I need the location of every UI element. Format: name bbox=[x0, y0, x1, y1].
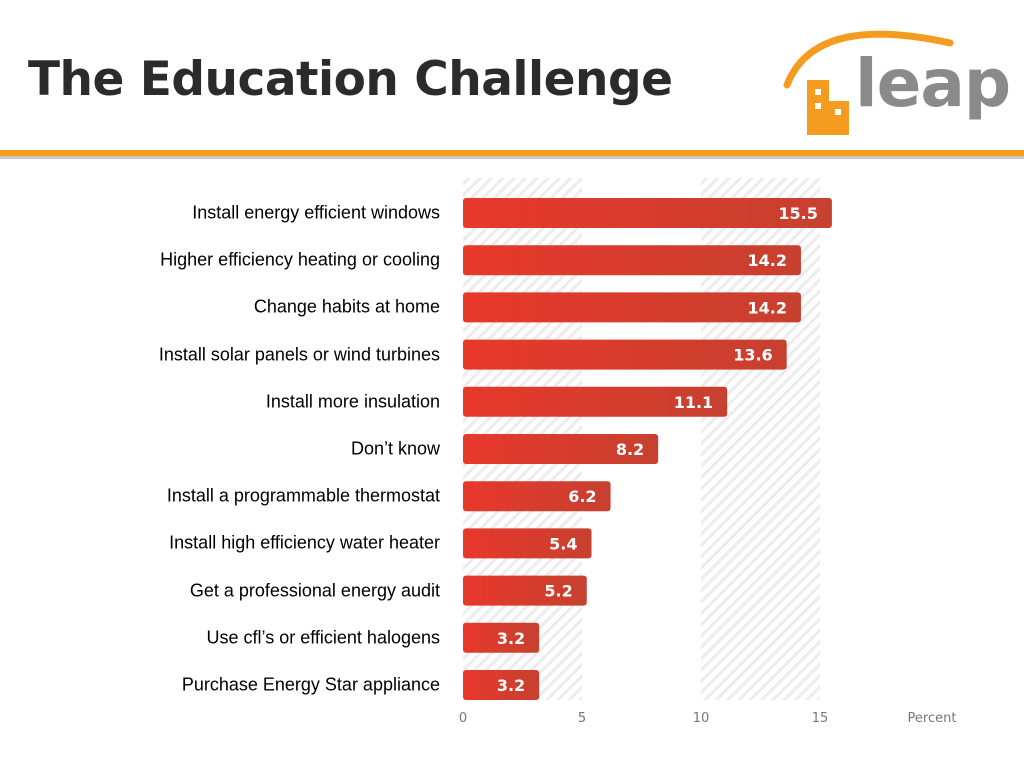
bars: 15.5 14.2 14.2 13.6 11.1 8.2 6.2 5.4 5.2 3.2 3.2 bbox=[463, 198, 832, 700]
category-label: Install solar panels or wind turbines bbox=[158, 344, 440, 365]
bar-10 bbox=[463, 622, 540, 653]
category-label: Don’t know bbox=[350, 438, 440, 459]
bar-value-label: 11.1 bbox=[674, 393, 713, 412]
header-divider-shadow bbox=[0, 156, 1024, 159]
category-label: Change habits at home bbox=[253, 296, 440, 317]
bar-value-label: 5.4 bbox=[549, 534, 577, 553]
bar-value-label: 5.2 bbox=[544, 582, 572, 601]
x-tick-label: 0 bbox=[459, 711, 467, 726]
x-tick-label: 5 bbox=[578, 711, 586, 726]
bar-value-label: 15.5 bbox=[778, 204, 817, 223]
bar-3 bbox=[463, 292, 801, 323]
category-label: Get a professional energy audit bbox=[189, 580, 440, 601]
bar-6 bbox=[463, 434, 659, 464]
category-label: Install energy efficient windows bbox=[192, 202, 440, 223]
x-tick-label: 10 bbox=[693, 711, 710, 726]
bar-7 bbox=[463, 481, 611, 512]
x-axis: 0 5 10 15 Percent bbox=[459, 711, 957, 726]
bar-value-label: 6.2 bbox=[568, 487, 596, 506]
header-divider bbox=[0, 150, 1024, 156]
bar-11 bbox=[463, 670, 540, 700]
bar-value-label: 3.2 bbox=[497, 629, 525, 648]
logo-graphic bbox=[783, 30, 954, 135]
bar-8 bbox=[463, 528, 592, 559]
building-icon bbox=[807, 80, 849, 135]
bar-2 bbox=[463, 245, 801, 276]
bar-value-label: 3.2 bbox=[497, 676, 525, 695]
category-label: Purchase Energy Star appliance bbox=[181, 674, 440, 695]
x-tick-label: 15 bbox=[812, 711, 829, 726]
category-label: Install a programmable thermostat bbox=[166, 485, 440, 506]
bar-value-label: 8.2 bbox=[616, 440, 644, 459]
leap-logo: leap bbox=[775, 15, 1015, 140]
x-axis-label: Percent bbox=[908, 711, 957, 726]
category-label: Higher efficiency heating or cooling bbox=[160, 249, 440, 270]
bar-value-label: 14.2 bbox=[747, 251, 786, 270]
logo-arc bbox=[783, 30, 954, 89]
logo-text: leap bbox=[855, 45, 1011, 122]
bar-1 bbox=[463, 198, 832, 228]
bar-5 bbox=[463, 386, 728, 417]
category-label: Install high efficiency water heater bbox=[169, 532, 440, 553]
bar-9 bbox=[463, 575, 587, 606]
category-label: Use cfl’s or efficient halogens bbox=[206, 627, 440, 648]
bar-value-label: 14.2 bbox=[747, 298, 786, 317]
page-title: The Education Challenge bbox=[28, 52, 673, 107]
category-label: Install more insulation bbox=[265, 391, 440, 412]
bar-4 bbox=[463, 339, 787, 370]
bar-value-label: 13.6 bbox=[733, 346, 772, 365]
